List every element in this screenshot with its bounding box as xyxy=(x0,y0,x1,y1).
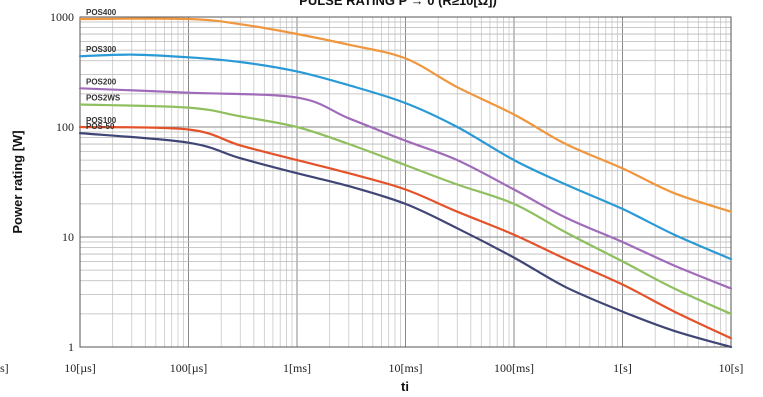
x-tick-label: 1[s] xyxy=(613,361,632,375)
x-tick-label: 10[ms] xyxy=(389,361,423,375)
series-line-pos-50 xyxy=(78,132,733,349)
x-tick-label: 100[ms] xyxy=(494,361,534,375)
chart-grid xyxy=(79,17,731,348)
x-tick-label: 10[s] xyxy=(719,361,744,375)
y-tick-label: 1000 xyxy=(50,10,74,24)
y-axis-ticks: 1 10 100 1000 xyxy=(50,10,74,354)
series-label-pos200: POS200 xyxy=(86,77,117,86)
series-line-pos200 xyxy=(78,87,733,290)
series-line-pos2ws xyxy=(78,103,733,315)
series-label-pos2ws: POS2WS xyxy=(86,94,121,103)
series-label-pos300: POS300 xyxy=(86,45,117,54)
series-label-pos100: POS100 xyxy=(86,116,117,125)
y-axis-title: Power rating [W] xyxy=(10,130,25,233)
x-tick-label: 100[µs] xyxy=(170,361,208,375)
y-tick-label: 1 xyxy=(68,340,74,354)
series-line-pos300 xyxy=(78,53,733,261)
series-lines xyxy=(78,17,733,349)
left-edge-fragment: s] xyxy=(0,361,9,375)
chart-title: PULSE RATING P → 0 (R≥10[Ω]) xyxy=(299,0,497,8)
series-label-pos-50: POS-50 xyxy=(86,122,115,131)
x-axis-title: ti xyxy=(401,379,409,394)
plot-frame xyxy=(79,16,732,348)
y-tick-label: 10 xyxy=(62,230,74,244)
x-axis-ticks: 10[µs] 100[µs] 1[ms] 10[ms] 100[ms] 1[s] 10[s] xyxy=(64,361,743,375)
series-label-pos400: POS400 xyxy=(86,8,117,17)
x-tick-label: 1[ms] xyxy=(283,361,311,375)
series-line-pos400 xyxy=(78,17,733,213)
series-line-pos100 xyxy=(78,125,733,340)
y-tick-label: 100 xyxy=(56,120,74,134)
x-tick-label: 10[µs] xyxy=(64,361,96,375)
